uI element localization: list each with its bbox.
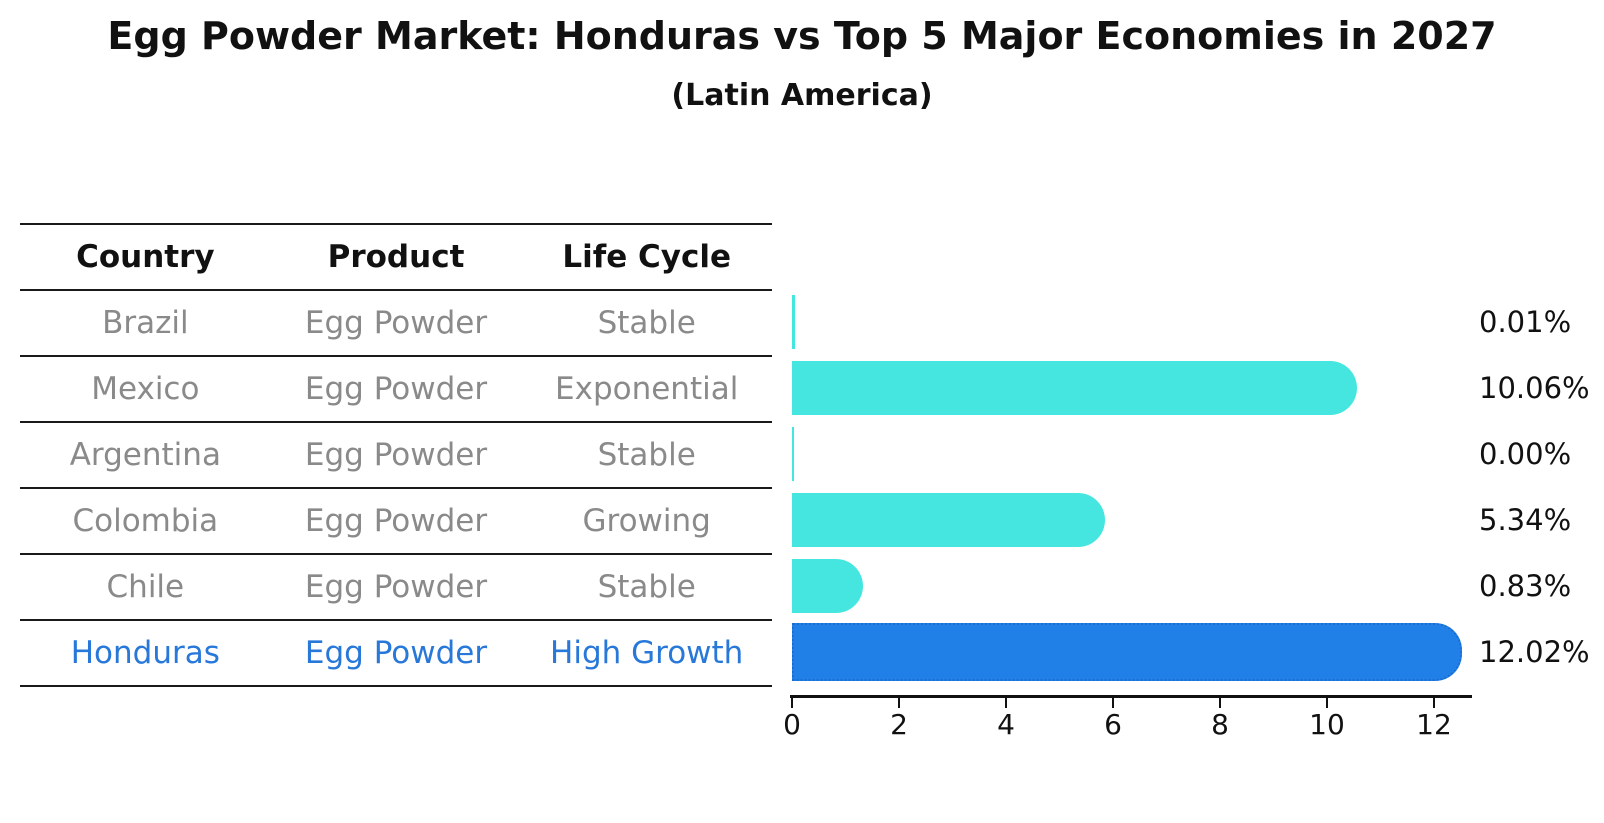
country-cell: Argentina: [69, 437, 221, 473]
x-tick: [898, 698, 900, 708]
product-cell: Egg Powder: [304, 635, 488, 671]
bar-colombia: [792, 493, 1105, 547]
value-label-brazil: 0.01%: [1479, 305, 1572, 339]
bar-chile: [792, 559, 864, 613]
product-cell: Egg Powder: [304, 437, 488, 473]
lifecycle-cell: Stable: [597, 305, 696, 341]
chart-subtitle: (Latin America): [671, 78, 933, 113]
country-table: Country Product Life Cycle Brazil Egg Po…: [20, 223, 772, 687]
x-axis-line: [790, 695, 1472, 698]
lifecycle-cell: High Growth: [550, 635, 744, 671]
x-tick-label: 4: [997, 708, 1015, 741]
table-row: Argentina Egg Powder Stable: [20, 423, 772, 489]
bar-brazil: [792, 295, 795, 349]
x-tick-label: 10: [1309, 708, 1345, 741]
country-cell: Mexico: [91, 371, 200, 407]
column-header-lifecycle: Life Cycle: [562, 239, 732, 275]
bar-argentina: [792, 427, 794, 481]
lifecycle-cell: Exponential: [555, 371, 739, 407]
value-label-colombia: 5.34%: [1479, 503, 1572, 537]
value-label-argentina: 0.00%: [1479, 437, 1572, 471]
table-row: Honduras Egg Powder High Growth: [20, 621, 772, 687]
country-cell: Honduras: [70, 635, 220, 671]
product-cell: Egg Powder: [304, 503, 488, 539]
x-tick: [1005, 698, 1007, 708]
column-header-product: Product: [327, 239, 465, 275]
country-cell: Chile: [106, 569, 185, 605]
value-label-honduras: 12.02%: [1479, 635, 1590, 669]
country-cell: Colombia: [72, 503, 219, 539]
product-cell: Egg Powder: [304, 305, 488, 341]
country-cell: Brazil: [102, 305, 189, 341]
table-row: Mexico Egg Powder Exponential: [20, 357, 772, 423]
value-label-mexico: 10.06%: [1479, 371, 1590, 405]
x-tick-label: 0: [783, 708, 801, 741]
x-tick-label: 12: [1416, 708, 1452, 741]
x-tick-label: 8: [1211, 708, 1229, 741]
lifecycle-cell: Stable: [597, 437, 696, 473]
lifecycle-cell: Stable: [597, 569, 696, 605]
product-cell: Egg Powder: [304, 569, 488, 605]
table-row: Colombia Egg Powder Growing: [20, 489, 772, 555]
bar-honduras: [792, 623, 1463, 681]
x-tick: [1112, 698, 1114, 708]
x-tick: [1433, 698, 1435, 708]
table-header-row: Country Product Life Cycle: [20, 225, 772, 291]
table-row: Brazil Egg Powder Stable: [20, 291, 772, 357]
x-tick: [1219, 698, 1221, 708]
product-cell: Egg Powder: [304, 371, 488, 407]
x-tick-label: 2: [890, 708, 908, 741]
table-body: Brazil Egg Powder Stable Mexico Egg Powd…: [20, 291, 772, 687]
value-label-chile: 0.83%: [1479, 569, 1572, 603]
x-tick-label: 6: [1104, 708, 1122, 741]
x-tick: [1326, 698, 1328, 708]
bar-mexico: [792, 361, 1358, 415]
lifecycle-cell: Growing: [582, 503, 711, 539]
x-tick: [791, 698, 793, 708]
column-header-country: Country: [76, 239, 215, 275]
table-row: Chile Egg Powder Stable: [20, 555, 772, 621]
chart-title: Egg Powder Market: Honduras vs Top 5 Maj…: [107, 14, 1497, 58]
